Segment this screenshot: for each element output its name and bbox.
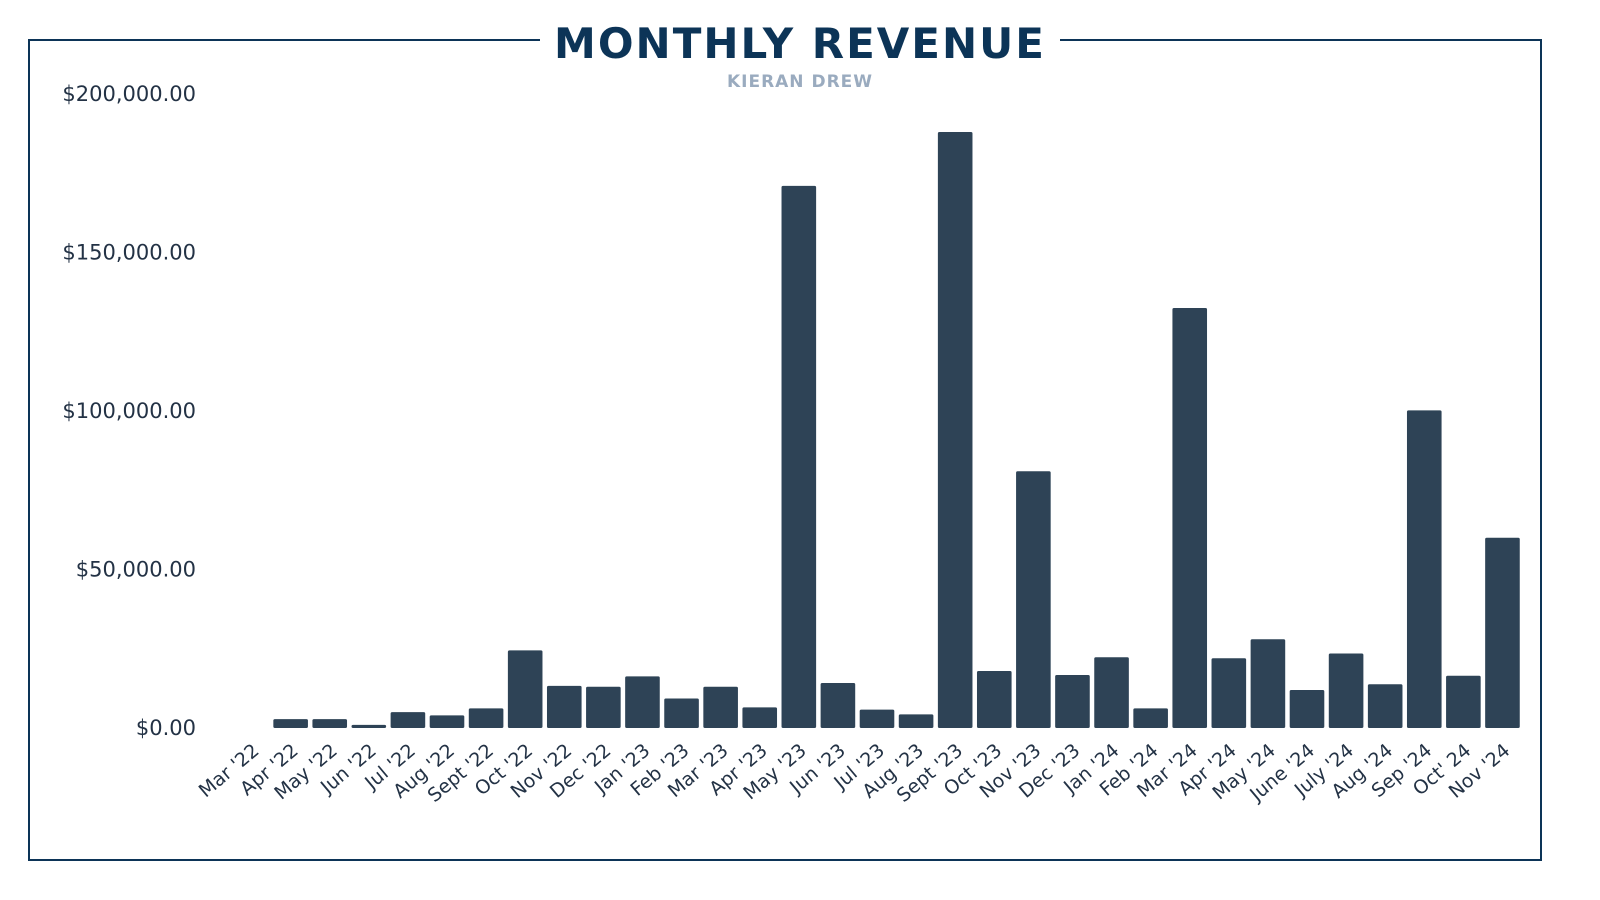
bar	[586, 686, 621, 728]
title-wrap: MONTHLY REVENUE	[0, 14, 1600, 74]
chart-title: MONTHLY REVENUE	[540, 14, 1060, 74]
bar	[898, 714, 934, 728]
bar	[1016, 471, 1051, 728]
bar	[1133, 708, 1168, 728]
bar	[468, 708, 504, 728]
bar	[1406, 410, 1442, 728]
bar	[1367, 684, 1403, 728]
bar	[1485, 537, 1520, 728]
bar	[976, 670, 1012, 728]
bar	[1328, 653, 1364, 728]
bar	[1211, 658, 1247, 728]
bar	[390, 712, 426, 728]
bar	[742, 707, 778, 728]
chart-subtitle: KIERAN DREW	[726, 72, 874, 92]
bar	[351, 724, 387, 728]
y-tick-label: $200,000.00	[62, 82, 196, 106]
bar	[1446, 675, 1481, 728]
bar	[546, 685, 582, 728]
bar	[429, 715, 465, 728]
y-tick-label: $50,000.00	[76, 558, 196, 582]
bar	[664, 698, 699, 728]
bar	[1094, 657, 1129, 728]
bar	[273, 719, 308, 728]
y-tick-label: $150,000.00	[62, 241, 196, 265]
bar	[781, 185, 817, 728]
y-tick-label: $0.00	[136, 716, 196, 740]
bar	[703, 686, 738, 728]
bar	[507, 650, 543, 728]
bar	[312, 719, 348, 728]
bar	[1172, 307, 1208, 728]
bar	[859, 709, 895, 728]
bar	[1289, 689, 1325, 728]
y-tick-label: $100,000.00	[62, 399, 196, 423]
bar	[1055, 675, 1090, 728]
bar	[1250, 639, 1286, 728]
bar	[820, 682, 856, 728]
bar	[625, 676, 660, 728]
bar	[937, 132, 973, 729]
